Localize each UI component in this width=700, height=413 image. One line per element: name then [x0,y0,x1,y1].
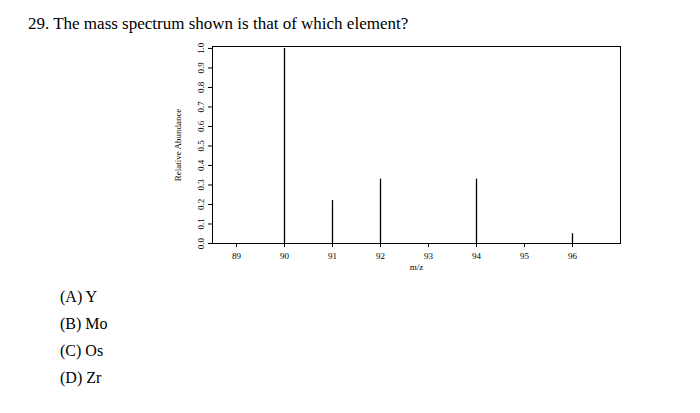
svg-text:0.7: 0.7 [196,101,206,113]
svg-text:m/z: m/z [410,262,424,272]
html-text:(C) Os: (C) Os [60,342,104,359]
svg-text:1.0: 1.0 [196,42,206,54]
svg-text:94: 94 [472,251,482,261]
svg-text:93: 93 [424,251,434,261]
svg-text:95: 95 [520,251,530,261]
svg-text:0.6: 0.6 [196,120,206,132]
html-text:(B) Mo: (B) Mo [60,315,108,332]
svg-text:89: 89 [232,251,242,261]
svg-text:92: 92 [376,251,385,261]
svg-text:0.4: 0.4 [196,159,206,171]
svg-text:0.9: 0.9 [196,62,206,74]
svg-text:91: 91 [328,251,337,261]
svg-text:0.2: 0.2 [196,199,206,210]
svg-text:0.8: 0.8 [196,81,206,93]
svg-text:90: 90 [280,251,290,261]
svg-text:0.3: 0.3 [196,179,206,191]
svg-text:0.0: 0.0 [196,237,206,249]
html-text:(D) Zr: (D) Zr [60,369,102,386]
svg-text:Relative Abundance: Relative Abundance [173,109,183,182]
svg-text:0.1: 0.1 [196,218,206,229]
svg-text:96: 96 [568,251,578,261]
svg-text:0.5: 0.5 [196,140,206,152]
html-text:(A) Y: (A) Y [60,288,98,305]
html-text:29. The mass spectrum shown is: 29. The mass spectrum shown is that of w… [28,14,409,33]
